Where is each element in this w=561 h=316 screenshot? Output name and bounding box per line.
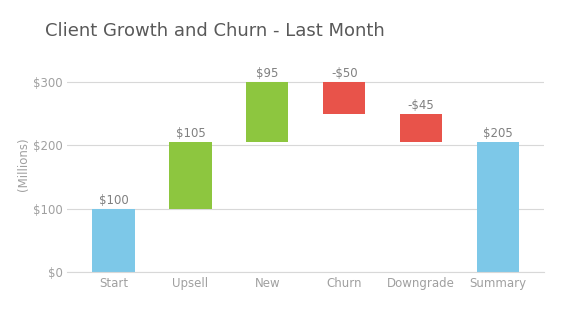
Y-axis label: (Millions): (Millions) [17,137,30,191]
Bar [323,82,365,114]
Bar [93,209,135,272]
Text: Client Growth and Churn - Last Month: Client Growth and Churn - Last Month [45,22,385,40]
Text: -$45: -$45 [408,99,434,112]
Text: $205: $205 [483,127,513,140]
Bar [246,82,288,142]
Bar [477,142,519,272]
Bar [169,142,211,209]
Text: $100: $100 [99,194,128,207]
Text: $95: $95 [256,67,278,80]
Bar [400,114,442,142]
Text: $105: $105 [176,127,205,140]
Text: -$50: -$50 [331,67,357,80]
